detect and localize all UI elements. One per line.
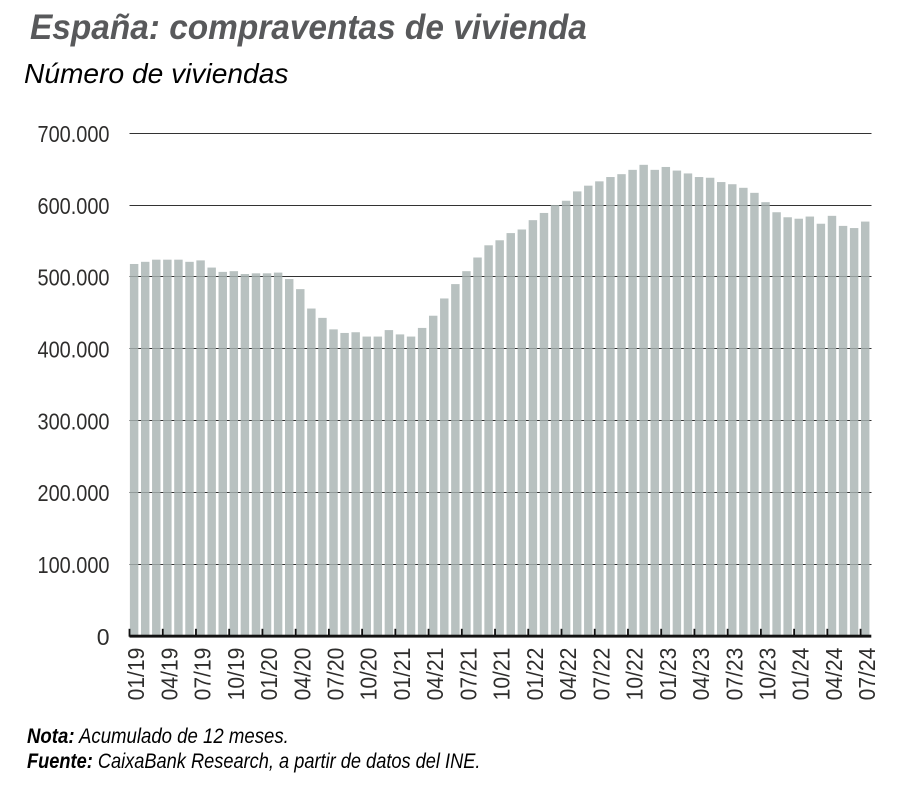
svg-text:04/21: 04/21 bbox=[422, 648, 448, 701]
svg-text:07/23: 07/23 bbox=[721, 648, 747, 701]
svg-text:100.000: 100.000 bbox=[38, 552, 110, 578]
svg-text:07/22: 07/22 bbox=[588, 648, 614, 701]
svg-text:300.000: 300.000 bbox=[38, 408, 110, 434]
svg-text:07/24: 07/24 bbox=[854, 647, 880, 700]
svg-text:07/21: 07/21 bbox=[455, 648, 481, 701]
svg-text:04/22: 04/22 bbox=[555, 648, 581, 701]
svg-text:07/19: 07/19 bbox=[190, 648, 216, 701]
svg-text:04/20: 04/20 bbox=[289, 648, 315, 701]
svg-text:04/19: 04/19 bbox=[156, 648, 182, 701]
svg-text:04/23: 04/23 bbox=[688, 648, 714, 701]
svg-text:01/23: 01/23 bbox=[655, 648, 681, 701]
svg-text:200.000: 200.000 bbox=[38, 480, 110, 506]
svg-text:600.000: 600.000 bbox=[38, 193, 110, 219]
svg-text:04/24: 04/24 bbox=[821, 647, 847, 700]
svg-text:01/21: 01/21 bbox=[389, 648, 415, 701]
svg-text:10/22: 10/22 bbox=[622, 648, 648, 701]
svg-text:500.000: 500.000 bbox=[38, 265, 110, 291]
svg-text:07/20: 07/20 bbox=[323, 648, 349, 701]
svg-text:0: 0 bbox=[97, 624, 110, 650]
svg-text:01/22: 01/22 bbox=[522, 648, 548, 701]
svg-text:01/19: 01/19 bbox=[123, 648, 149, 701]
svg-text:10/21: 10/21 bbox=[489, 648, 515, 701]
svg-text:10/20: 10/20 bbox=[356, 648, 382, 701]
svg-text:400.000: 400.000 bbox=[38, 337, 110, 363]
svg-text:700.000: 700.000 bbox=[38, 121, 110, 147]
svg-text:10/19: 10/19 bbox=[223, 648, 249, 701]
svg-text:10/23: 10/23 bbox=[755, 648, 781, 701]
svg-text:01/20: 01/20 bbox=[256, 648, 282, 701]
svg-text:01/24: 01/24 bbox=[788, 647, 814, 700]
